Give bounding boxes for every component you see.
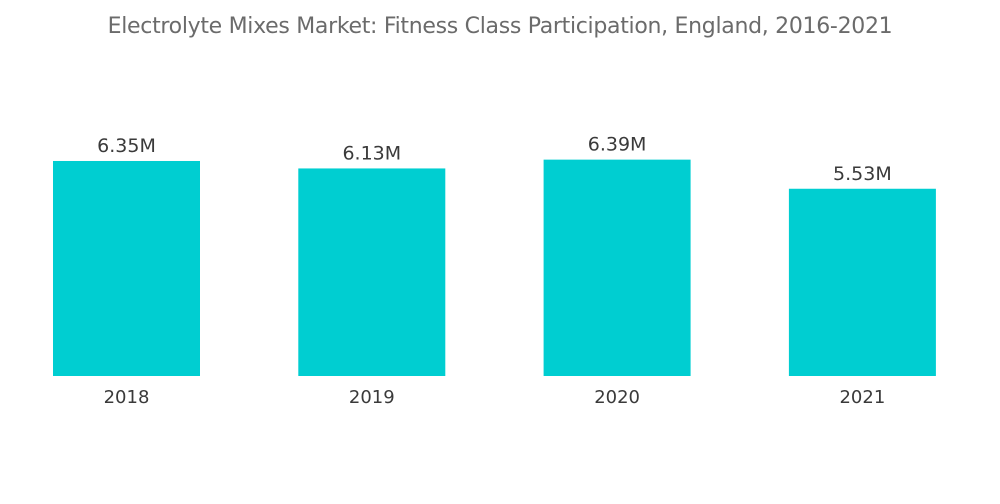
- x-tick-label: 2019: [349, 387, 395, 408]
- x-tick-label: 2020: [594, 387, 640, 408]
- data-label: 6.39M: [588, 134, 647, 156]
- bar-2019: [298, 168, 446, 376]
- bar-2021: [788, 188, 936, 376]
- x-tick-label: 2021: [839, 387, 885, 408]
- data-label: 6.35M: [97, 135, 156, 157]
- bar-2018: [53, 160, 200, 376]
- chart-title: Electrolyte Mixes Market: Fitness Class …: [107, 14, 893, 39]
- bar-2020: [543, 159, 691, 376]
- x-tick-label: 2018: [104, 387, 150, 408]
- data-label: 5.53M: [833, 163, 892, 185]
- data-label: 6.13M: [342, 142, 401, 164]
